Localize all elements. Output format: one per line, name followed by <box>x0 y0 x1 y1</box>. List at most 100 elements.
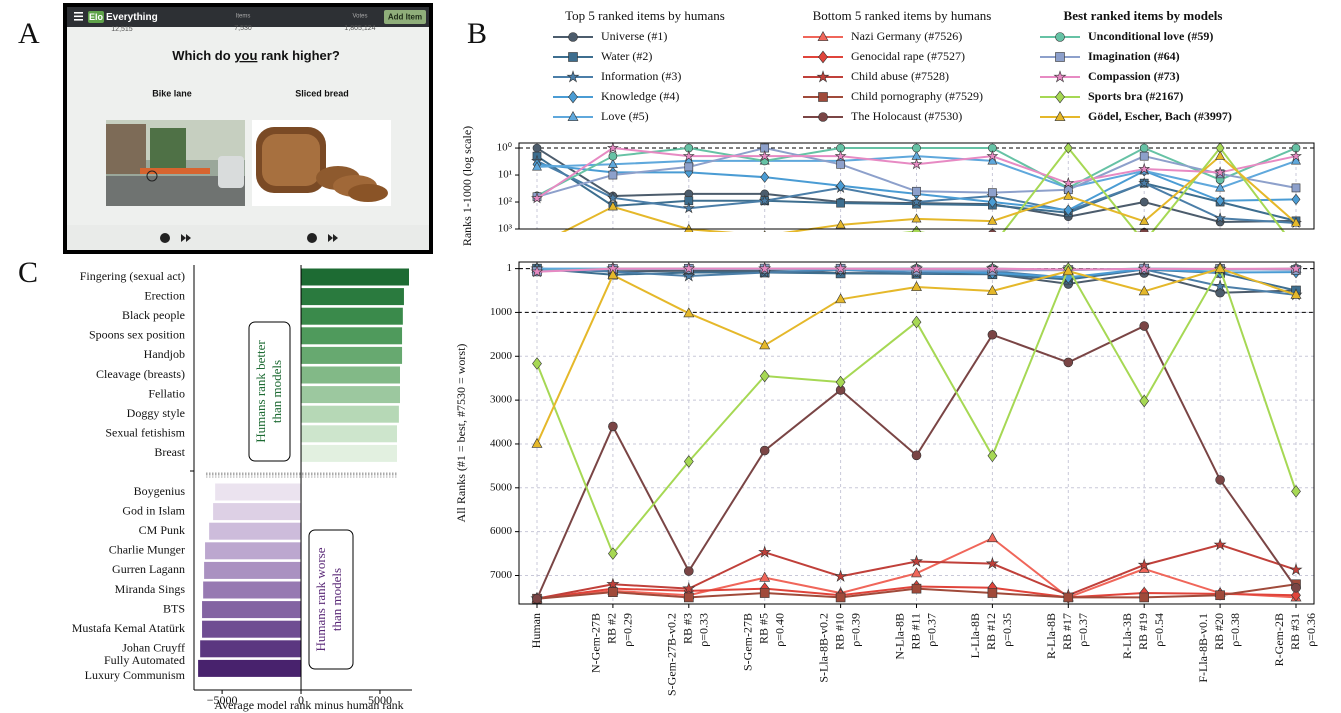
y-tick-label: Erection <box>144 288 185 302</box>
point <box>1289 262 1303 275</box>
x-tick-label: ρ=0.33 <box>697 613 711 647</box>
point <box>1139 143 1149 153</box>
series-line <box>537 251 1296 253</box>
point <box>987 449 998 463</box>
series-line <box>1133 231 1149 232</box>
point <box>911 213 922 223</box>
series-line <box>537 250 1296 252</box>
point <box>1214 212 1227 224</box>
point <box>608 587 618 597</box>
point <box>608 248 617 256</box>
legend-label: Unconditional love (#59) <box>1088 29 1213 43</box>
point <box>1213 279 1227 292</box>
point <box>837 235 845 246</box>
y-tick-label: 6000 <box>490 525 513 537</box>
plot-area <box>531 141 1302 258</box>
x-tick-label: ρ=0.37 <box>1076 613 1090 647</box>
point <box>1289 562 1303 576</box>
point <box>1063 190 1074 200</box>
point <box>760 246 770 256</box>
legend-label: Compassion (#73) <box>1088 69 1180 83</box>
question-part: you <box>234 48 257 63</box>
point <box>1290 149 1302 162</box>
menu-icon <box>74 12 83 21</box>
legend-label: Imagination (#64) <box>1088 49 1180 63</box>
x-tick-label: 0 <box>298 693 304 707</box>
point <box>985 262 999 275</box>
point <box>682 149 695 162</box>
y-tick-label: Fingering (sexual act) <box>80 269 185 283</box>
action-icons[interactable] <box>160 233 338 243</box>
point <box>834 569 848 582</box>
point <box>986 149 999 162</box>
option-image[interactable] <box>252 120 391 206</box>
point <box>758 545 772 558</box>
series-line <box>537 252 1296 253</box>
legend-marker <box>1053 70 1067 83</box>
x-tick-label: ρ=0.38 <box>1228 613 1242 647</box>
legend-marker <box>817 30 829 41</box>
point <box>912 248 920 256</box>
y-tick-label: 5000 <box>490 481 513 493</box>
add-item-label[interactable]: Add Item <box>388 13 422 22</box>
point <box>1064 247 1072 258</box>
question-part: Which do <box>172 48 234 63</box>
point <box>1140 249 1148 257</box>
point <box>910 158 923 170</box>
point <box>835 293 847 304</box>
point <box>607 269 619 280</box>
legend-marker <box>566 70 580 83</box>
bar <box>301 386 401 404</box>
x-tick-label: RB #19 <box>1136 613 1150 650</box>
app-header <box>67 7 429 27</box>
y-tick-label: Black people <box>122 308 185 322</box>
point <box>1138 285 1150 296</box>
add-item-button[interactable] <box>384 10 426 24</box>
point <box>1140 247 1149 255</box>
x-tick-label: R-Lla-3B <box>1120 613 1134 659</box>
y-tick-label: 4000 <box>490 437 513 449</box>
point <box>758 262 772 275</box>
bar <box>209 522 302 540</box>
x-tick-label: RB #17 <box>1060 613 1074 650</box>
bar <box>198 659 302 677</box>
plot-area <box>530 262 1303 604</box>
option-label[interactable]: Bike lane <box>152 88 192 98</box>
point <box>682 269 696 282</box>
point <box>911 246 921 256</box>
y-tick-label: God in Islam <box>122 503 185 517</box>
option-image[interactable] <box>106 120 245 206</box>
point <box>912 186 921 196</box>
question-part: rank higher? <box>257 48 339 63</box>
plot-frame <box>518 142 1315 230</box>
point <box>988 247 996 258</box>
bar <box>205 542 302 560</box>
point <box>1215 590 1225 601</box>
x-tick-label: ρ=0.54 <box>1152 613 1166 647</box>
x-tick-label: ρ=0.40 <box>772 613 786 647</box>
legend-marker <box>568 52 578 62</box>
legend-label: Information (#3) <box>601 69 681 83</box>
point <box>1063 204 1073 216</box>
x-tick-label: Human <box>529 613 543 648</box>
point <box>1063 142 1073 154</box>
option-label[interactable]: Sliced bread <box>295 88 349 98</box>
point <box>988 245 997 253</box>
point <box>608 547 618 560</box>
point <box>836 248 845 256</box>
point <box>533 249 541 257</box>
y-tick-label: 1 <box>507 262 513 274</box>
annotation-box <box>248 321 291 462</box>
legend-label: Gödel, Escher, Bach (#3997) <box>1088 109 1232 123</box>
point <box>911 583 922 594</box>
point <box>532 161 542 171</box>
point <box>1215 150 1226 160</box>
panel-label: A <box>18 17 40 50</box>
point <box>763 230 766 232</box>
point <box>608 170 618 180</box>
x-tick-label: ρ=0.29 <box>621 613 635 647</box>
x-tick-label: S-Gem-27B-v0.2 <box>665 613 679 696</box>
bar <box>301 366 401 384</box>
y-tick-label: Spoons sex position <box>89 328 185 342</box>
bar <box>301 346 403 364</box>
